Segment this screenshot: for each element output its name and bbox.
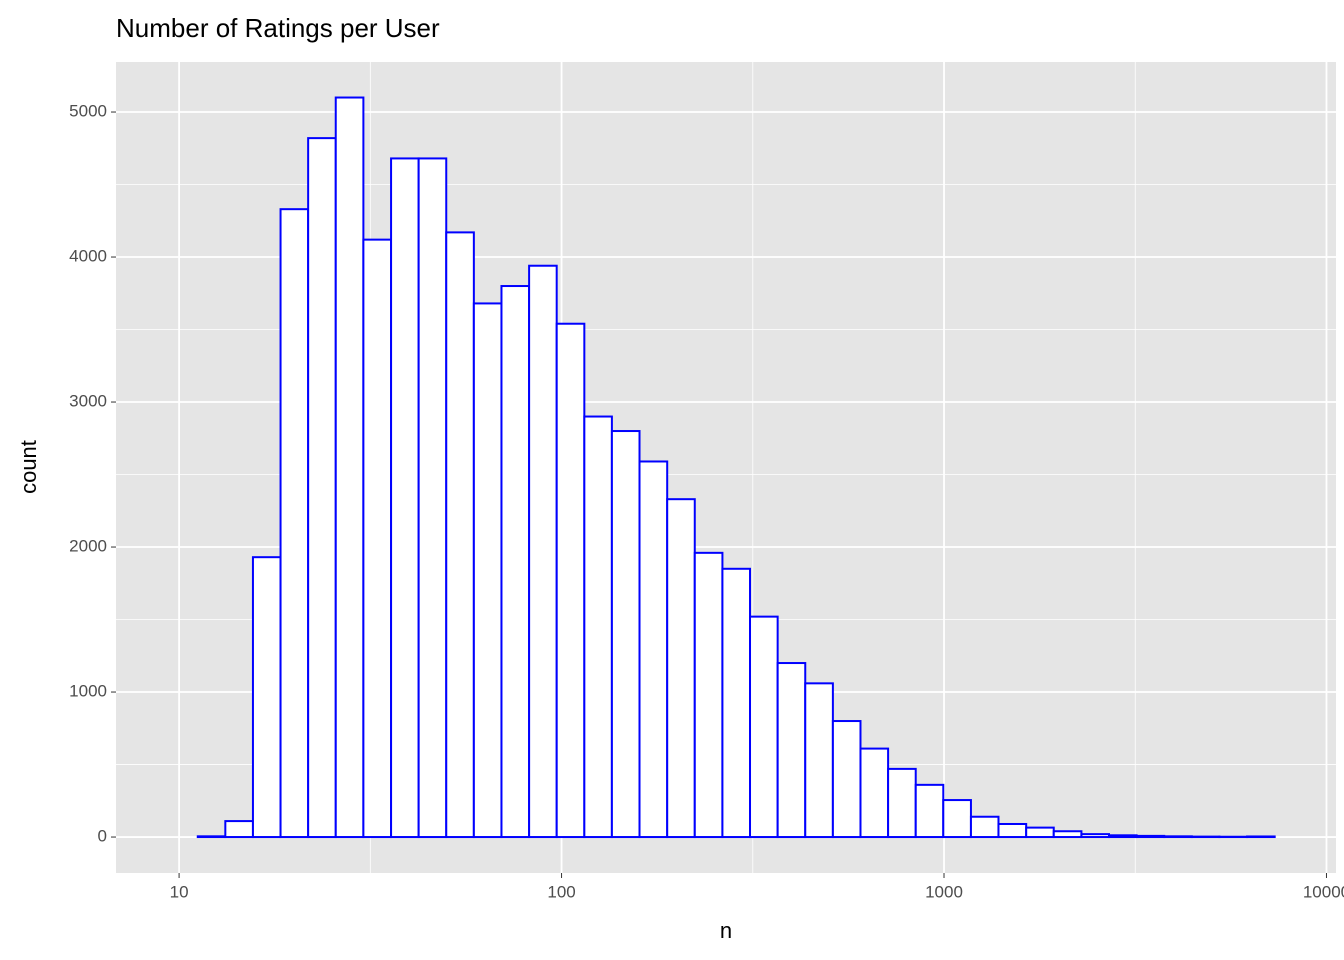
bar: [638, 460, 669, 839]
chart-title: Number of Ratings per User: [116, 13, 440, 43]
bar: [997, 822, 1028, 839]
bar: [196, 835, 227, 839]
bar: [500, 285, 531, 839]
y-tick-label: 2000: [69, 537, 107, 556]
bar: [859, 747, 890, 839]
x-tick-label: 1000: [925, 882, 963, 901]
x-axis-label: n: [720, 918, 732, 943]
bar: [693, 551, 724, 839]
bar: [334, 96, 365, 839]
y-tick-label: 3000: [69, 392, 107, 411]
x-tick-label: 10000: [1303, 882, 1344, 901]
bar: [1080, 833, 1110, 839]
bar: [307, 137, 337, 839]
bar: [390, 157, 420, 839]
bar: [583, 415, 613, 839]
bar: [528, 264, 558, 839]
bar: [251, 556, 282, 839]
bar: [1107, 834, 1138, 839]
y-tick-label: 4000: [69, 247, 107, 266]
bar: [721, 567, 752, 839]
bar: [417, 157, 448, 839]
bar: [1025, 826, 1055, 839]
bar: [831, 720, 862, 839]
bar: [1246, 835, 1276, 839]
bar: [362, 238, 393, 839]
bar: [555, 322, 586, 839]
bar: [914, 783, 945, 839]
y-tick-label: 0: [98, 827, 107, 846]
bar: [279, 208, 310, 839]
bar: [610, 430, 641, 839]
bar: [969, 815, 1000, 839]
bar: [887, 767, 917, 839]
bar: [776, 662, 807, 839]
bar: [666, 498, 696, 839]
bar: [445, 231, 475, 839]
bar: [804, 682, 834, 839]
bar: [1052, 830, 1083, 839]
y-axis-label: count: [16, 440, 41, 494]
x-tick-label: 10: [170, 882, 189, 901]
bar: [472, 302, 503, 839]
bar: [1135, 834, 1166, 839]
bar: [224, 820, 254, 839]
x-tick-label: 100: [547, 882, 575, 901]
bar: [1163, 835, 1193, 839]
y-tick-label: 1000: [69, 682, 107, 701]
y-tick-label: 5000: [69, 102, 107, 121]
bar: [749, 615, 779, 839]
bar: [942, 799, 972, 839]
